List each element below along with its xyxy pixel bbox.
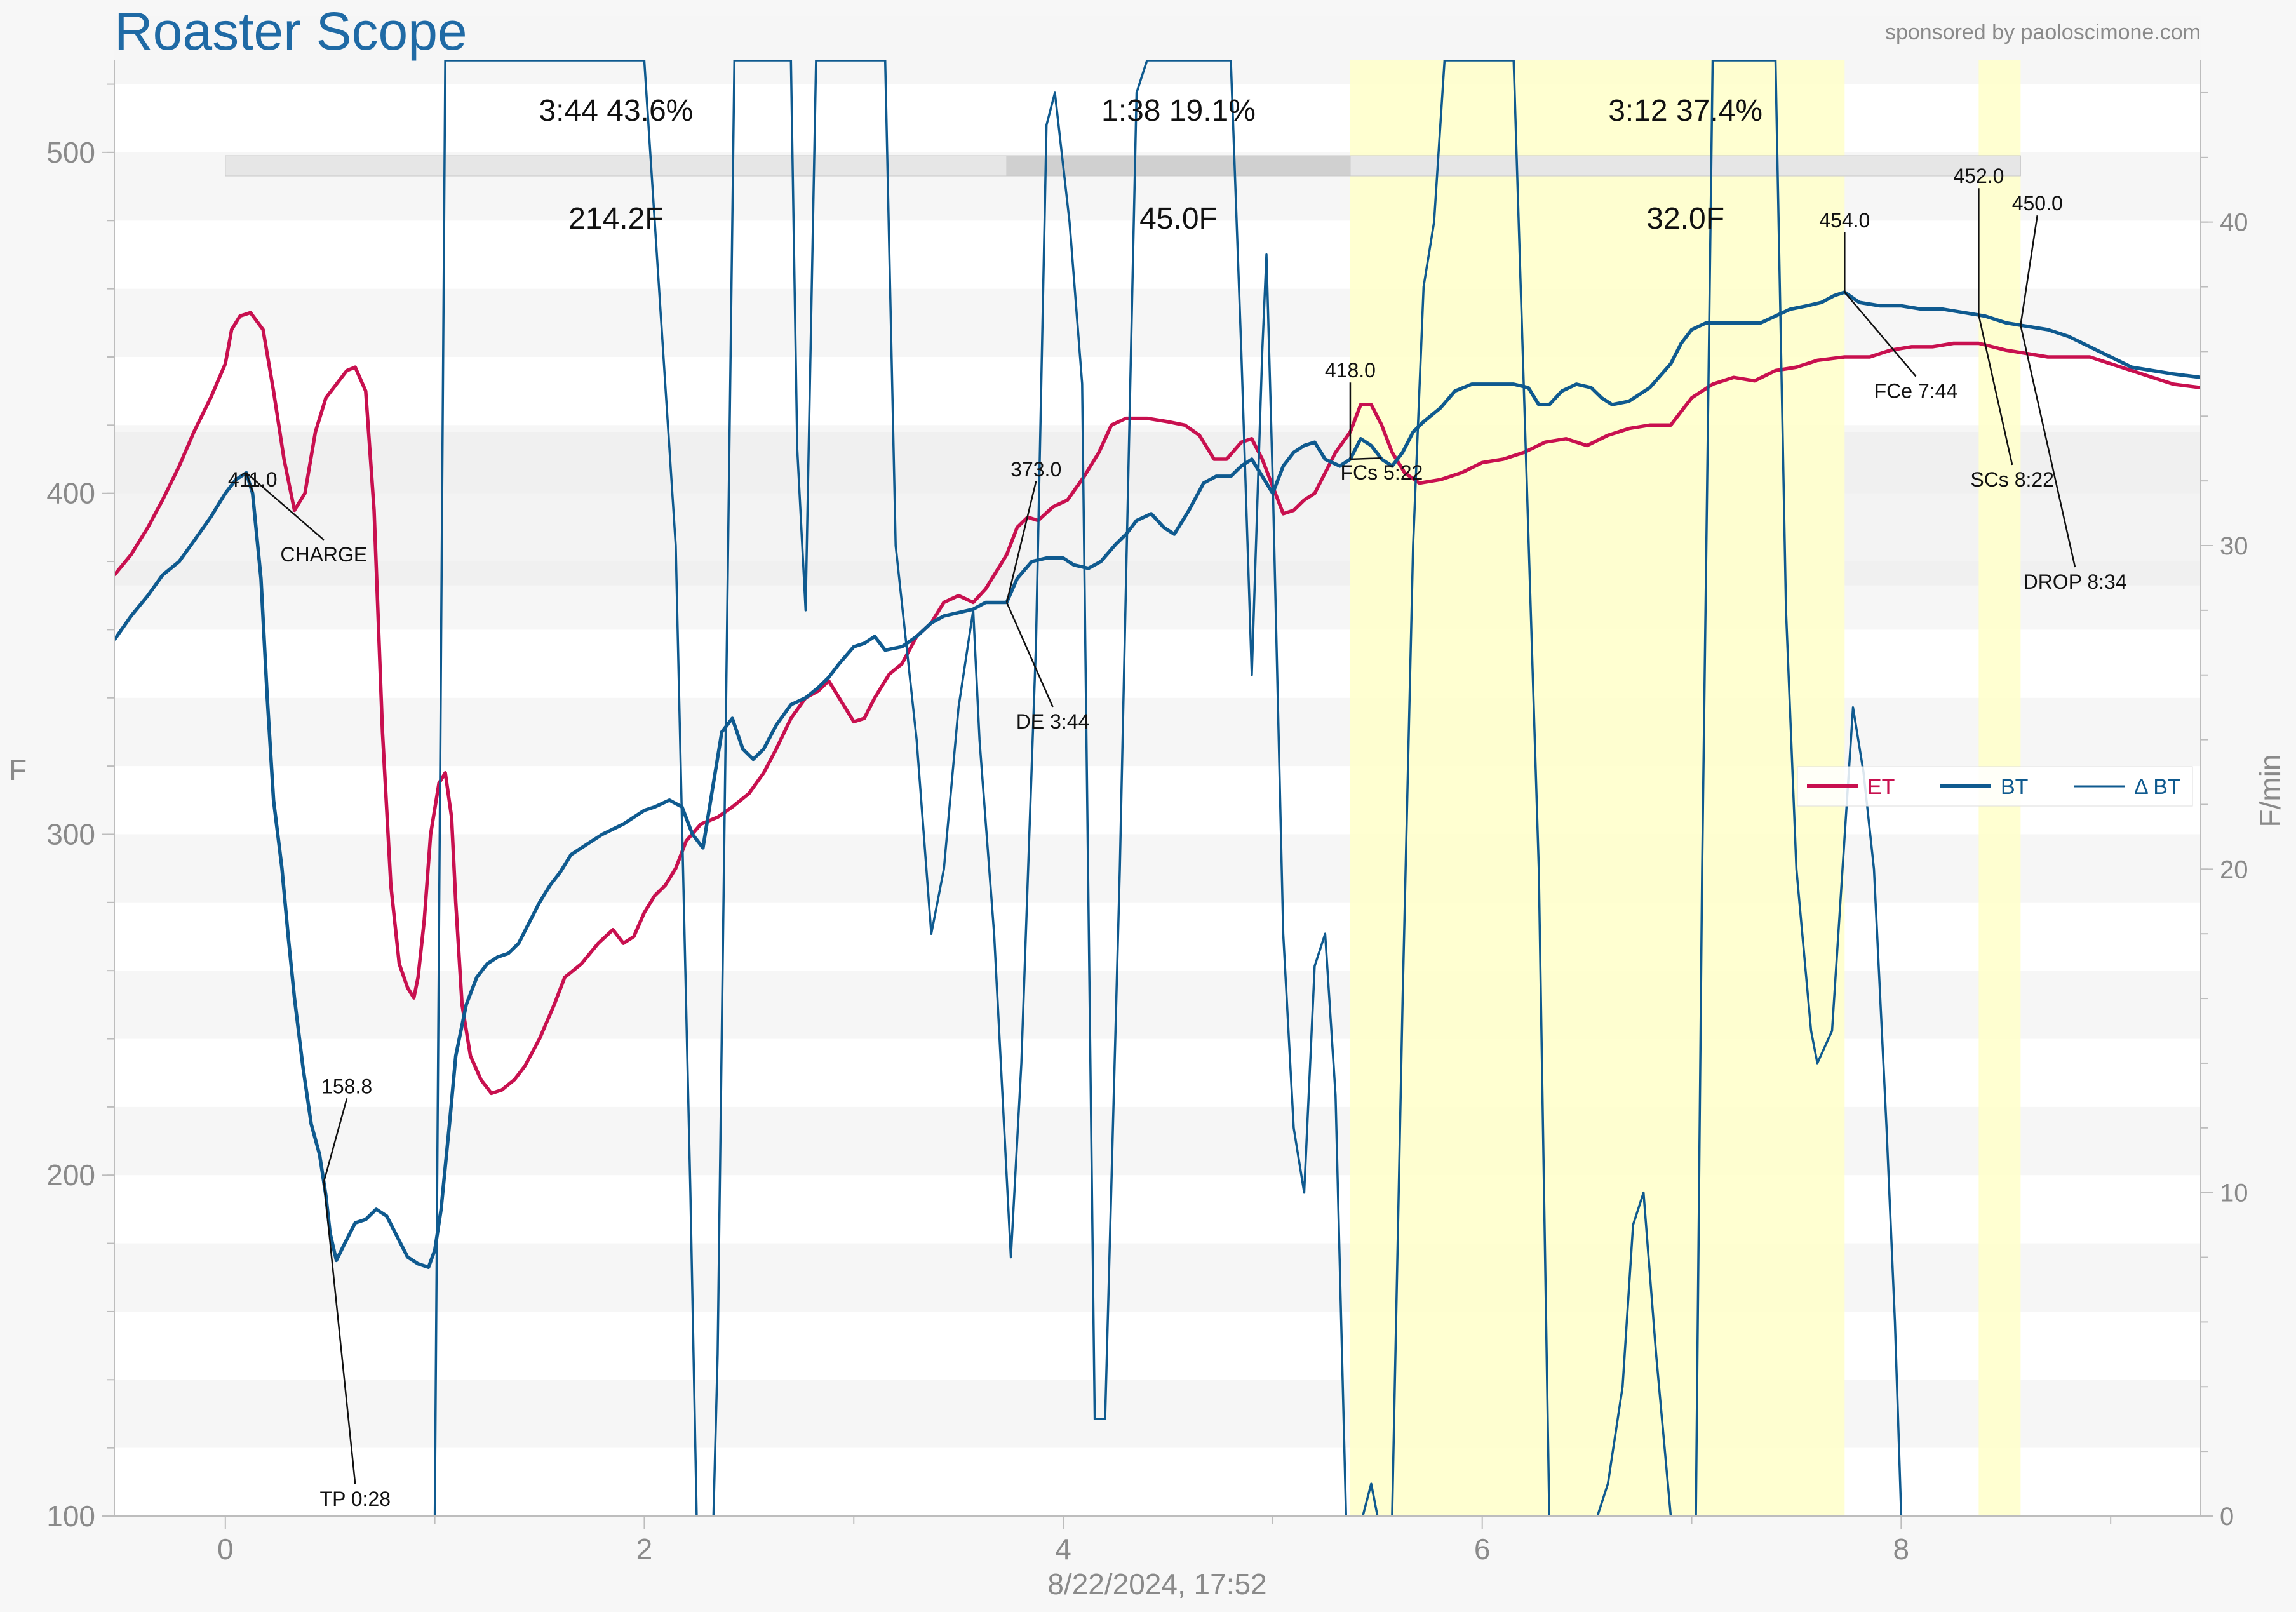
annotation-leader-line <box>1350 457 1382 460</box>
stripe-band <box>114 16 2201 84</box>
annotation-value-label: 411.0 <box>228 468 278 491</box>
annotation-value-label: 454.0 <box>1819 209 1870 232</box>
annotation-leader-line <box>2020 215 2038 326</box>
stripe-band <box>114 1380 2201 1448</box>
annotation-event-label: CHARGE <box>280 543 367 566</box>
annotation-event-label: TP 0:28 <box>320 1488 391 1510</box>
annotation-value-label: 452.0 <box>1953 165 2004 187</box>
x-tick-label: 4 <box>1055 1533 1071 1566</box>
annotation-leader-line <box>323 1181 356 1485</box>
annotation-value-label: 418.0 <box>1325 359 1376 382</box>
y-tick-label: 100 <box>46 1500 95 1533</box>
stripe-band <box>114 834 2201 903</box>
x-tick-label: 2 <box>636 1533 653 1566</box>
annotation-value-label: 373.0 <box>1010 458 1061 481</box>
legend-box <box>1797 766 2193 807</box>
bt-series-line <box>114 290 2201 1269</box>
annotation-leader-line <box>323 1098 348 1183</box>
annotation-event-label: DE 3:44 <box>1016 710 1090 733</box>
annotation-leader-line <box>1978 314 2013 466</box>
stripe-band <box>114 1106 2201 1176</box>
phase-highlight-band <box>1350 60 1845 1516</box>
annotation-event-label: FCs 5:22 <box>1340 461 1423 484</box>
annotation-leader-line <box>245 472 325 541</box>
x-axis-label: 8/22/2024, 17:52 <box>1047 1568 1266 1601</box>
stripe-band <box>114 971 2201 1039</box>
x-tick-label: 8 <box>1893 1533 1910 1566</box>
annotation-value-label: 158.8 <box>321 1075 372 1098</box>
et-series-line <box>114 311 2201 1096</box>
y2-tick-label: 10 <box>2220 1179 2248 1207</box>
y2-axis-label: F/min <box>2253 755 2286 828</box>
stripe-band <box>114 697 2201 767</box>
phase-time-label: 1:38 19.1% <box>1101 94 1256 128</box>
annotation-leader-line <box>2020 325 2076 568</box>
chart-title: Roaster Scope <box>114 1 467 61</box>
phase-delta-label: 214.2F <box>568 202 663 236</box>
phase-bars <box>225 155 2021 177</box>
annotation-leader-line <box>245 473 253 492</box>
annotation-leader-line <box>1844 292 1917 377</box>
x-tick-label: 6 <box>1474 1533 1491 1566</box>
y-tick-label: 400 <box>46 477 95 510</box>
sponsor-text: sponsored by paoloscimone.com <box>1885 20 2201 44</box>
y-axis-label: F <box>9 753 27 786</box>
phase-bar <box>225 155 1007 177</box>
y2-tick-label: 30 <box>2220 532 2248 560</box>
phase-bar <box>1006 155 1351 177</box>
y-tick-label: 300 <box>46 817 95 850</box>
legend-dbt-label: Δ BT <box>2134 775 2181 799</box>
phase-delta-label: 32.0F <box>1646 202 1724 236</box>
event-annotations: 411.0 CHARGE 158.8 TP 0:28 373.0 DE 3:44 418.0… <box>228 165 2127 1510</box>
delta-bt-series-line <box>433 60 1903 1516</box>
annotation-event-label: FCe 7:44 <box>1874 379 1958 402</box>
annotation-event-label: DROP 8:34 <box>2024 570 2127 593</box>
legend-et-label: ET <box>1867 775 1895 799</box>
legend: ET BT Δ BT <box>1797 766 2193 807</box>
y2-tick-label: 40 <box>2220 209 2248 237</box>
annotation-event-label: SCs 8:22 <box>1970 468 2054 491</box>
annotation-value-label: 450.0 <box>2012 192 2063 215</box>
phase-delta-label: 45.0F <box>1139 202 1218 236</box>
phase-time-label: 3:44 43.6% <box>539 94 693 128</box>
annotation-leader-line <box>1005 481 1037 603</box>
y2-tick-label: 0 <box>2220 1503 2234 1531</box>
y-tick-label: 500 <box>46 136 95 169</box>
x-tick-label: 0 <box>217 1533 234 1566</box>
annotation-leader-line <box>1005 601 1054 708</box>
legend-bt-label: BT <box>2001 775 2028 799</box>
phase-time-label: 3:12 37.4% <box>1608 94 1762 128</box>
axes <box>102 60 2213 1529</box>
phase-bar <box>1350 155 2021 177</box>
stripe-band <box>114 1243 2201 1312</box>
highlight-bands <box>1350 60 2021 1516</box>
series-lines <box>114 60 2201 1516</box>
y-tick-label: 200 <box>46 1159 95 1192</box>
target-range-band <box>114 432 2201 586</box>
y2-tick-label: 20 <box>2220 856 2248 883</box>
plot-background <box>114 16 2201 1516</box>
stripe-band <box>114 288 2201 357</box>
phase-labels: 3:44 43.6% 214.2F 1:38 19.1% 45.0F 3:12 37.4… <box>539 94 1762 236</box>
